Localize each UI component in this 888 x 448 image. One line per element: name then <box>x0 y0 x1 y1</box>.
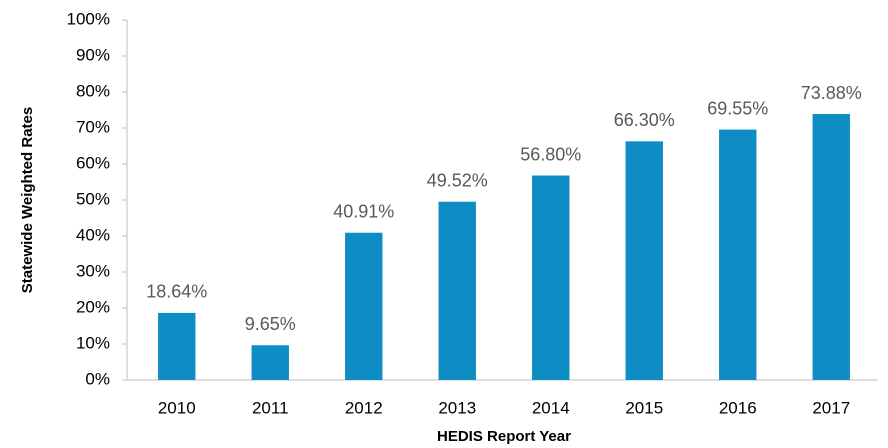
y-tick-label: 50% <box>76 189 110 208</box>
x-tick-label: 2015 <box>625 398 663 417</box>
y-tick-label: 10% <box>76 333 110 352</box>
value-label: 49.52% <box>427 170 488 190</box>
x-axis-label: HEDIS Report Year <box>437 428 571 445</box>
y-tick-label: 20% <box>76 297 110 316</box>
value-label: 69.55% <box>707 98 768 118</box>
value-label: 56.80% <box>520 144 581 164</box>
bar <box>251 345 289 380</box>
x-tick-label: 2010 <box>158 398 196 417</box>
value-label: 40.91% <box>333 201 394 221</box>
bar <box>345 232 383 380</box>
y-tick-label: 100% <box>67 9 110 28</box>
value-label: 9.65% <box>245 314 296 334</box>
value-label: 73.88% <box>801 83 862 103</box>
x-tick-label: 2014 <box>532 398 570 417</box>
x-tick-label: 2013 <box>438 398 476 417</box>
y-tick-label: 30% <box>76 261 110 280</box>
x-tick-label: 2011 <box>252 398 289 417</box>
y-tick-label: 60% <box>76 153 110 172</box>
bar <box>625 141 663 380</box>
y-tick-label: 40% <box>76 225 110 244</box>
bar <box>719 129 757 380</box>
bar <box>812 114 850 381</box>
y-tick-label: 70% <box>76 117 110 136</box>
y-tick-label: 90% <box>76 45 110 64</box>
value-label: 18.64% <box>146 282 207 302</box>
x-tick-label: 2012 <box>345 398 383 417</box>
value-label: 66.30% <box>614 110 675 130</box>
y-axis-label: Statewide Weighted Rates <box>19 107 36 293</box>
x-tick-label: 2016 <box>719 398 757 417</box>
bar <box>438 201 476 380</box>
y-tick-label: 80% <box>76 81 110 100</box>
bar <box>158 312 196 380</box>
x-tick-label: 2017 <box>812 398 850 417</box>
y-tick-label: 0% <box>85 369 110 388</box>
bar <box>532 175 570 380</box>
